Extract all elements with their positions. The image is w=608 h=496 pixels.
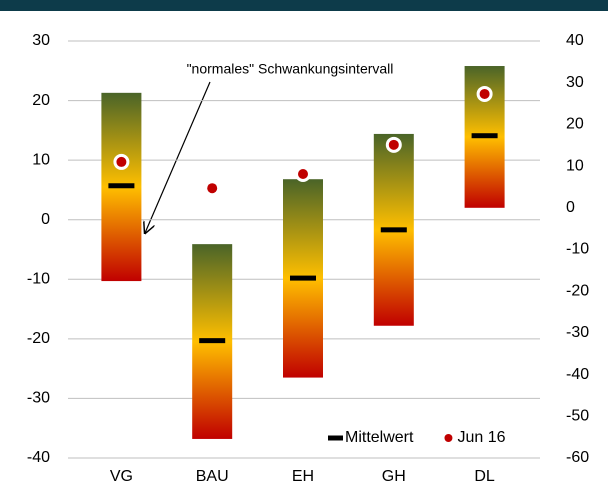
y-tick-label: -10	[27, 271, 50, 288]
y2-tick-label: 30	[566, 74, 584, 91]
y2-tick-label: 10	[566, 157, 584, 174]
dot	[298, 169, 308, 180]
y2-tick-label: -10	[566, 241, 589, 258]
mean-marker	[471, 133, 498, 139]
y-tick-label: 10	[32, 151, 50, 168]
y2-tick-label: 20	[566, 116, 584, 133]
y-tick-label: -20	[27, 330, 50, 347]
y2-tick-label: 0	[566, 199, 575, 216]
x-tick-label: EH	[292, 468, 314, 485]
y2-tick-label: -50	[566, 408, 589, 425]
dot	[388, 139, 399, 150]
x-tick-label: GH	[382, 468, 406, 485]
y2-tick-label: 40	[566, 32, 584, 49]
annotation: "normales" Schwankungsintervall	[187, 61, 394, 77]
x-tick-label: DL	[474, 468, 495, 485]
y-tick-label: 30	[32, 32, 50, 49]
annotation-arrow	[145, 81, 211, 233]
mean-marker	[108, 183, 135, 189]
y-tick-label: -40	[27, 449, 50, 466]
y2-tick-label: -30	[566, 324, 589, 341]
dot	[479, 88, 490, 99]
legend-swatch	[444, 434, 453, 442]
mean-marker	[199, 338, 226, 344]
y2-tick-label: -60	[566, 449, 589, 466]
y-tick-label: 20	[32, 92, 50, 109]
y-tick-label: -30	[27, 390, 50, 407]
mean-marker	[380, 227, 407, 233]
mean-marker	[290, 275, 316, 281]
header-band	[0, 0, 608, 11]
dot	[207, 183, 218, 194]
dot	[116, 156, 127, 167]
y-tick-label: 0	[41, 211, 50, 228]
legend-swatch	[328, 435, 343, 441]
legend-label: Jun 16	[457, 429, 505, 446]
y2-tick-label: -20	[566, 282, 589, 299]
legend-label: Mittelwert	[345, 429, 414, 446]
y2-tick-label: -40	[566, 366, 589, 383]
x-tick-label: VG	[110, 468, 133, 485]
x-tick-label: BAU	[196, 468, 229, 485]
